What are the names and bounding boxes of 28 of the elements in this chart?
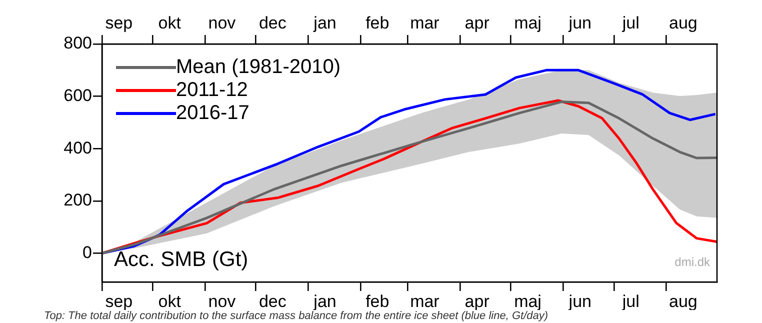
- x2-tick-label: nov: [208, 13, 236, 32]
- x2-tick-label: mar: [410, 13, 440, 32]
- x-tick-label: feb: [366, 292, 390, 311]
- x-tick-label: nov: [208, 292, 236, 311]
- x2-tick-label: apr: [464, 13, 490, 32]
- annotation: dmi.dk: [674, 255, 710, 269]
- legend-label: Mean (1981-2010): [176, 56, 341, 79]
- x2-tick-label: maj: [514, 13, 542, 32]
- y-tick-label: 200: [64, 190, 92, 210]
- y-tick-label: 400: [64, 138, 92, 158]
- x-tick-label: okt: [158, 292, 182, 311]
- legend-label: 2016-17: [176, 102, 250, 125]
- x2-tick-label: sep: [105, 13, 133, 32]
- x2-tick-label: aug: [669, 13, 698, 32]
- x2-tick-label: jun: [568, 13, 592, 32]
- x2-tick-label: jan: [312, 13, 336, 32]
- legend-label: 2011-12: [176, 79, 248, 102]
- x2-tick-label: feb: [366, 13, 390, 32]
- x-tick-label: dec: [258, 292, 287, 311]
- x2-tick-label: dec: [258, 13, 287, 32]
- y-tick-label: 800: [64, 34, 92, 53]
- x2-tick-label: jul: [621, 13, 640, 32]
- text: Top: The total daily contribution to the surface mass balance from the entire ice sheet (blue line, Gt/day): [44, 310, 548, 323]
- x-tick-label: mar: [410, 292, 440, 311]
- y-axis-title: Acc. SMB (Gt): [114, 248, 248, 272]
- y-tick-label: 0: [82, 242, 92, 262]
- x2-tick-label: okt: [158, 13, 182, 32]
- y-tick-label: 600: [64, 86, 92, 105]
